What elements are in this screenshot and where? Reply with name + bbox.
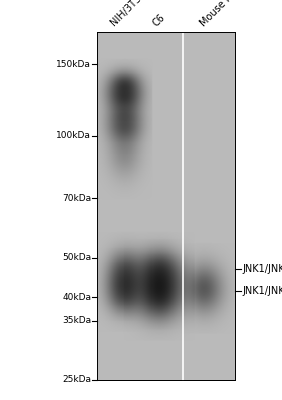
Text: 25kDa: 25kDa: [62, 376, 91, 384]
Text: C6: C6: [151, 12, 167, 28]
Text: JNK1/JNK3: JNK1/JNK3: [243, 286, 282, 296]
Text: JNK1/JNK3: JNK1/JNK3: [243, 264, 282, 274]
Text: 40kDa: 40kDa: [62, 293, 91, 302]
Bar: [97, 32, 235, 380]
Text: 70kDa: 70kDa: [62, 194, 91, 203]
Text: 100kDa: 100kDa: [56, 131, 91, 140]
Text: 150kDa: 150kDa: [56, 60, 91, 69]
Text: NIH/3T3: NIH/3T3: [109, 0, 143, 28]
Text: 50kDa: 50kDa: [62, 253, 91, 262]
Text: 35kDa: 35kDa: [62, 316, 91, 325]
Text: Mouse heart: Mouse heart: [199, 0, 249, 28]
